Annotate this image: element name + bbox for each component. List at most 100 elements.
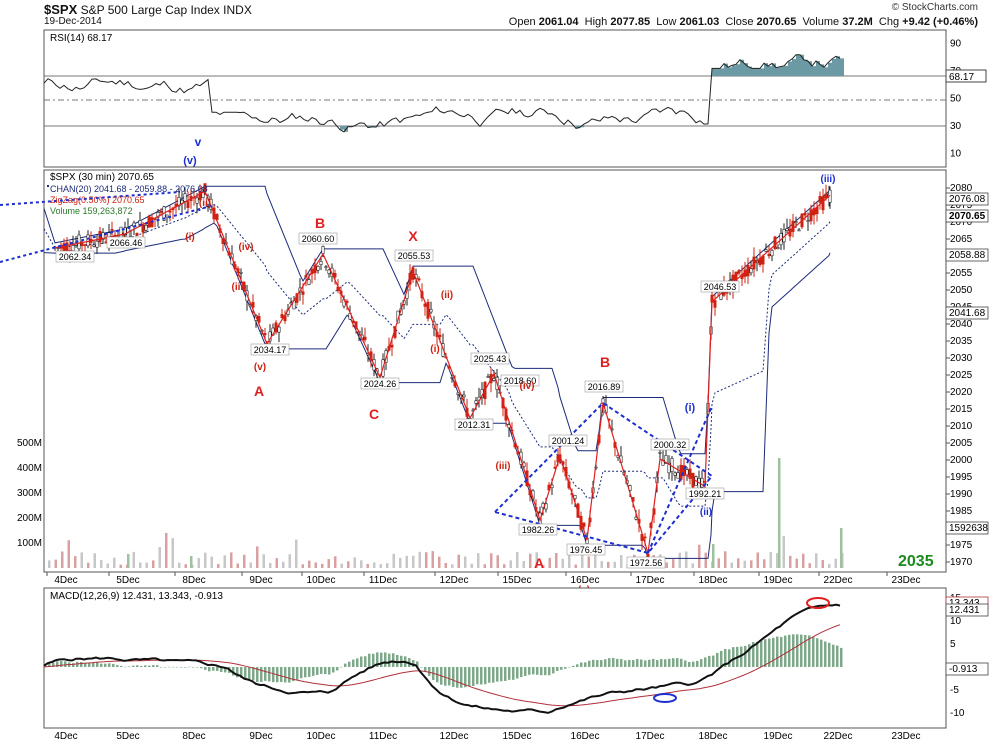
macd-hist-bar [804, 635, 807, 667]
volume-bar [425, 552, 428, 568]
volume-bar [236, 563, 239, 568]
volume-bar [483, 564, 486, 568]
macd-hist-bar [460, 667, 463, 688]
watermark: © StockCharts.com [891, 2, 978, 13]
wave-label: (iv) [520, 381, 535, 392]
wave-label: (iii) [821, 174, 836, 185]
macd-hist-bar [592, 659, 595, 667]
macd-hist-bar [104, 663, 107, 667]
macd-hist-bar [260, 667, 263, 682]
x-tick-label: 15Dec [503, 731, 532, 742]
macd-hist-bar [200, 667, 203, 669]
volume-tick-label: 100M [17, 538, 42, 549]
x-tick-label: 19Dec [764, 731, 793, 742]
macd-hist-bar [336, 667, 339, 671]
price-tag: 2058.88 [949, 250, 986, 261]
price-annotation: 2055.53 [398, 251, 431, 261]
volume-bar [340, 563, 343, 568]
macd-tag: 12.431 [949, 605, 980, 616]
price-annotation: 2000.32 [654, 440, 687, 450]
macd-hist-bar [532, 667, 535, 675]
price-tick-label: 1995 [950, 472, 973, 483]
candle-body [797, 229, 801, 232]
x-tick-label: 9Dec [249, 575, 272, 586]
volume-bar [548, 557, 551, 568]
candle-body [301, 291, 305, 295]
volume-bar [574, 564, 577, 568]
macd-hist-bar [500, 667, 503, 682]
candle-body [80, 241, 84, 246]
macd-hist-bar [48, 663, 51, 667]
price-tag: 1592638 [949, 523, 988, 534]
candle-body [658, 452, 662, 454]
volume-bar [685, 551, 688, 568]
volume-bar [405, 555, 408, 568]
volume-bar [217, 564, 220, 568]
macd-hist-bar [696, 660, 699, 667]
volume-value: 37.2M [842, 16, 873, 28]
candle-body [251, 301, 255, 308]
macd-hist-bar [748, 644, 751, 667]
macd-hist-bar [808, 635, 811, 667]
volume-bar [581, 552, 584, 568]
macd-hist-bar [712, 655, 715, 667]
volume-bar [834, 558, 837, 568]
x-tick-label: 23Dec [892, 575, 921, 586]
macd-hist-bar [556, 667, 559, 671]
price-tick-label: 2020 [950, 387, 973, 398]
macd-hist-bar [128, 666, 131, 667]
macd-hist-bar [720, 650, 723, 667]
symbol: $SPX [44, 2, 78, 17]
x-tick-label: 4Dec [54, 575, 77, 586]
macd-hist-bar [356, 658, 359, 667]
candle-body [198, 191, 202, 201]
chart-header: $SPX S&P 500 Large Cap Index INDX 19-Dec… [0, 0, 990, 30]
macd-hist-bar [96, 662, 99, 667]
macd-hist-bar [796, 634, 799, 667]
macd-hist-bar [572, 665, 575, 667]
volume-bar [48, 560, 51, 568]
candle-body [123, 227, 127, 236]
macd-hist-bar [728, 649, 731, 667]
candle-body [486, 376, 490, 378]
macd-line [43, 603, 841, 714]
volume-bar [386, 563, 389, 568]
macd-hist-bar [576, 664, 579, 667]
price-tick-label: 1970 [950, 557, 973, 568]
volume-bar [392, 553, 395, 568]
candle-body [700, 477, 704, 488]
volume-bar [431, 551, 434, 568]
macd-red-ellipse [806, 597, 830, 609]
macd-hist-bar [620, 659, 623, 667]
macd-hist-bar [504, 667, 507, 681]
macd-hist-bar [488, 667, 491, 683]
price-annotation: 2066.46 [110, 238, 143, 248]
candle-body [83, 244, 87, 246]
volume-bar [691, 563, 694, 568]
volume-bar [698, 544, 701, 568]
macd-hist-bar [308, 667, 311, 677]
macd-hist-bar [676, 658, 679, 667]
volume-bar [418, 551, 421, 568]
candle-body [86, 234, 90, 247]
volume-bar [165, 532, 168, 568]
price-tag: 2070.65 [949, 211, 986, 222]
macd-hist-bar [776, 636, 779, 667]
macd-hist-bar [344, 663, 347, 667]
candle-body [643, 536, 647, 539]
price-annotation: 2060.60 [302, 234, 335, 244]
candle-body [688, 468, 692, 479]
volume-bar [607, 561, 610, 568]
macd-hist-bar [180, 667, 183, 668]
candle-body [101, 232, 105, 240]
wave-label: (ii) [441, 290, 453, 301]
macd-hist-bar [416, 661, 419, 667]
price-tag: 2041.68 [949, 308, 986, 319]
macd-hist-bar [584, 662, 587, 667]
volume-bar [763, 559, 766, 568]
legend-zigzag: ZigZag(0.50%) 2070.65 [50, 195, 145, 205]
volume-bar [451, 564, 454, 568]
x-tick-label: 9Dec [249, 731, 272, 742]
price-tick-label: 2040 [950, 319, 973, 330]
